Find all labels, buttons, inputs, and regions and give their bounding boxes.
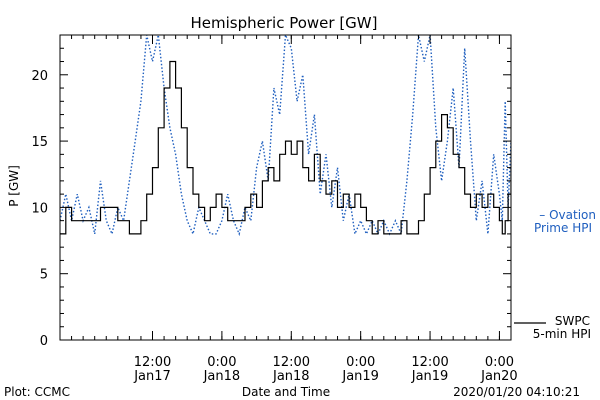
y-tick-label: 15 [31,135,48,150]
series-layer [60,35,511,237]
footer-timestamp: 2020/01/20 04:10:21 [453,385,580,399]
x-tick-time-label: 12:00 [273,355,310,370]
y-tick-label: 5 [40,268,48,283]
legend-swpc-line1: SWPC [555,314,590,328]
y-tick-label: 0 [40,334,48,349]
y-axis-label: P [GW] [7,165,21,207]
x-tick-time-label: 0:00 [207,355,236,370]
plot-frame [59,34,512,341]
footer-plot-credit: Plot: CCMC [4,385,70,399]
x-tick-time-label: 12:00 [134,355,171,370]
x-tick-date-label: Jan18 [203,369,241,384]
series-line-ovation-prime-hpi [60,35,511,237]
y-axis: 0 5 10 15 20 [31,34,511,349]
x-tick-time-label: 0:00 [346,355,375,370]
legend-swpc-line2: 5-min HPI [533,327,591,341]
chart-title: Hemispheric Power [GW] [191,14,378,32]
x-tick-date-label: Jan19 [411,369,449,384]
x-tick-time-label: 12:00 [411,355,448,370]
x-tick-date-label: Jan18 [272,369,310,384]
x-axis-label: Date and Time [242,385,330,399]
x-tick-time-label: 0:00 [485,355,514,370]
y-tick-label: 20 [31,69,48,84]
x-tick-date-label: Jan20 [480,369,518,384]
x-axis: 12:00Jan170:00Jan1812:00Jan180:00Jan1912… [59,35,518,384]
series-line-swpc-5min-hpi [60,60,511,235]
x-tick-date-label: Jan19 [341,369,379,384]
y-tick-label: 10 [31,201,48,216]
legend-ovation-line2: Prime HPI [534,221,592,235]
legend-ovation-line1: – Ovation [539,208,596,222]
x-tick-date-label: Jan17 [133,369,171,384]
